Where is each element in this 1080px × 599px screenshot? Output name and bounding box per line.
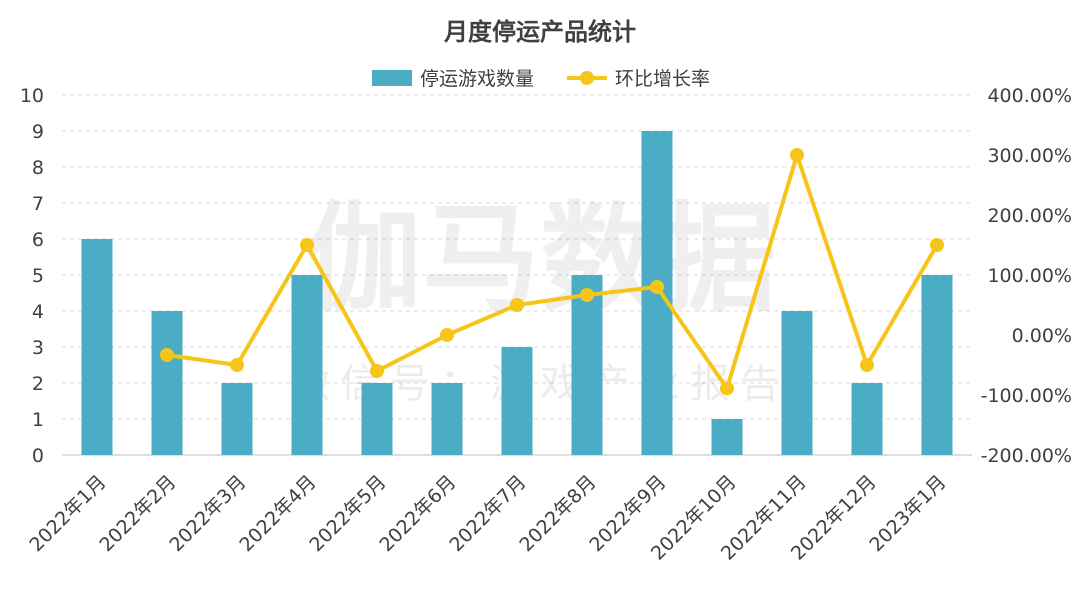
y-left-tick-label: 10 <box>20 85 44 107</box>
x-tick-label: 2023年1月 <box>865 471 950 556</box>
line-point <box>440 328 454 342</box>
legend-swatch-bar <box>372 70 412 86</box>
watermark-main: 伽马数据 <box>304 190 776 328</box>
chart-title: 月度停运产品统计 <box>443 18 636 46</box>
line-point <box>160 347 174 362</box>
line-point <box>720 381 734 396</box>
y-right-tick-label: 0.00% <box>1012 325 1072 347</box>
y-left-tick-label: 1 <box>32 409 44 431</box>
line-point <box>930 238 944 252</box>
y-left-tick-label: 0 <box>32 445 44 467</box>
y-right-tick-label: -200.00% <box>981 445 1072 467</box>
y-axis-right: -200.00% -100.00% 0.00% 100.00% 200.00% 300.0… <box>981 85 1072 467</box>
line-point <box>650 280 664 294</box>
bar <box>571 275 603 455</box>
line-point <box>510 298 524 312</box>
y-right-tick-label: 200.00% <box>987 205 1072 227</box>
bar <box>221 383 253 455</box>
bar <box>361 383 393 455</box>
y-left-tick-label: 4 <box>32 301 44 323</box>
line-point <box>370 364 384 378</box>
y-left-tick-label: 3 <box>32 337 44 359</box>
bar <box>431 383 463 455</box>
series-line <box>166 153 939 391</box>
legend-label-bar: 停运游戏数量 <box>420 68 534 90</box>
bar <box>711 419 743 455</box>
y-left-tick-label: 5 <box>32 265 44 287</box>
bar <box>781 311 813 455</box>
y-left-tick-label: 6 <box>32 229 44 251</box>
bar <box>501 347 533 455</box>
y-left-tick-label: 8 <box>32 157 44 179</box>
bar <box>291 275 323 455</box>
y-axis-left: 0 1 2 3 4 5 6 7 8 9 10 <box>20 85 44 467</box>
line-point <box>300 238 314 252</box>
line-series <box>160 148 944 396</box>
y-right-tick-label: -100.00% <box>981 385 1072 407</box>
y-left-tick-label: 2 <box>32 373 44 395</box>
legend-marker-line <box>580 71 594 85</box>
y-right-tick-label: 400.00% <box>987 85 1072 107</box>
bar <box>81 239 113 455</box>
line-point <box>230 358 244 372</box>
line-point <box>580 287 594 302</box>
legend-label-line: 环比增长率 <box>615 68 710 90</box>
y-left-tick-label: 9 <box>32 121 44 143</box>
bar-series <box>81 131 953 455</box>
x-axis: 2022年1月2022年2月2022年3月2022年4月2022年5月2022年… <box>25 471 950 565</box>
y-right-tick-label: 300.00% <box>987 145 1072 167</box>
y-right-tick-label: 100.00% <box>987 265 1072 287</box>
y-left-tick-label: 7 <box>32 193 44 215</box>
line-point <box>860 358 874 372</box>
bar <box>851 383 883 455</box>
legend: 停运游戏数量 环比增长率 <box>372 68 710 90</box>
bar <box>151 311 183 455</box>
bar <box>921 275 953 455</box>
line-point <box>790 148 804 162</box>
